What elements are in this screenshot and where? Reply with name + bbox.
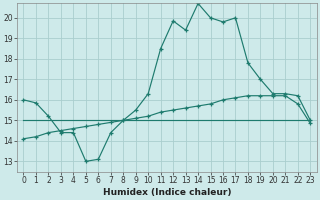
X-axis label: Humidex (Indice chaleur): Humidex (Indice chaleur) bbox=[103, 188, 231, 197]
